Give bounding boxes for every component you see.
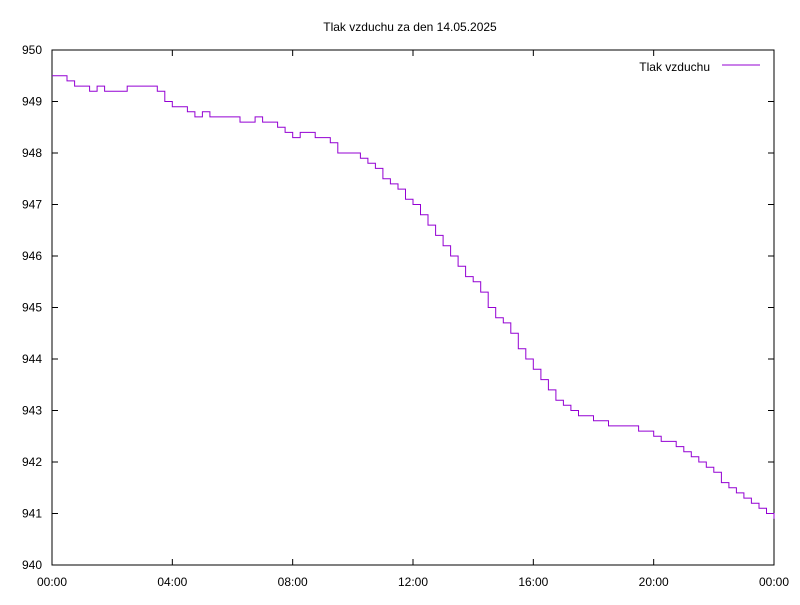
y-tick-label: 940 (22, 558, 42, 572)
x-tick-label: 12:00 (398, 575, 428, 589)
y-tick-label: 943 (22, 404, 42, 418)
y-tick-label: 948 (22, 146, 42, 160)
y-tick-label: 945 (22, 301, 42, 315)
y-tick-label: 941 (22, 507, 42, 521)
x-tick-label: 00:00 (759, 575, 789, 589)
y-tick-label: 942 (22, 455, 42, 469)
x-tick-label: 16:00 (518, 575, 548, 589)
y-axis-ticks: 940 941 942 943 944 945 946 947 948 949 950 (22, 43, 774, 572)
x-axis-ticks: 00:00 04:00 08:00 12:00 16:00 20:00 00:00 (37, 50, 789, 589)
legend: Tlak vzduchu (639, 60, 760, 74)
legend-label: Tlak vzduchu (639, 60, 710, 74)
x-tick-label: 20:00 (639, 575, 669, 589)
y-tick-label: 944 (22, 352, 42, 366)
x-tick-label: 04:00 (157, 575, 187, 589)
x-tick-label: 08:00 (278, 575, 308, 589)
y-tick-label: 947 (22, 198, 42, 212)
y-tick-label: 950 (22, 43, 42, 57)
y-tick-label: 946 (22, 249, 42, 263)
chart-title: Tlak vzduchu za den 14.05.2025 (323, 20, 497, 34)
y-tick-label: 949 (22, 95, 42, 109)
x-tick-label: 00:00 (37, 575, 67, 589)
series-line-tlak-vzduchu (52, 75, 775, 519)
plot-frame (51, 49, 775, 566)
